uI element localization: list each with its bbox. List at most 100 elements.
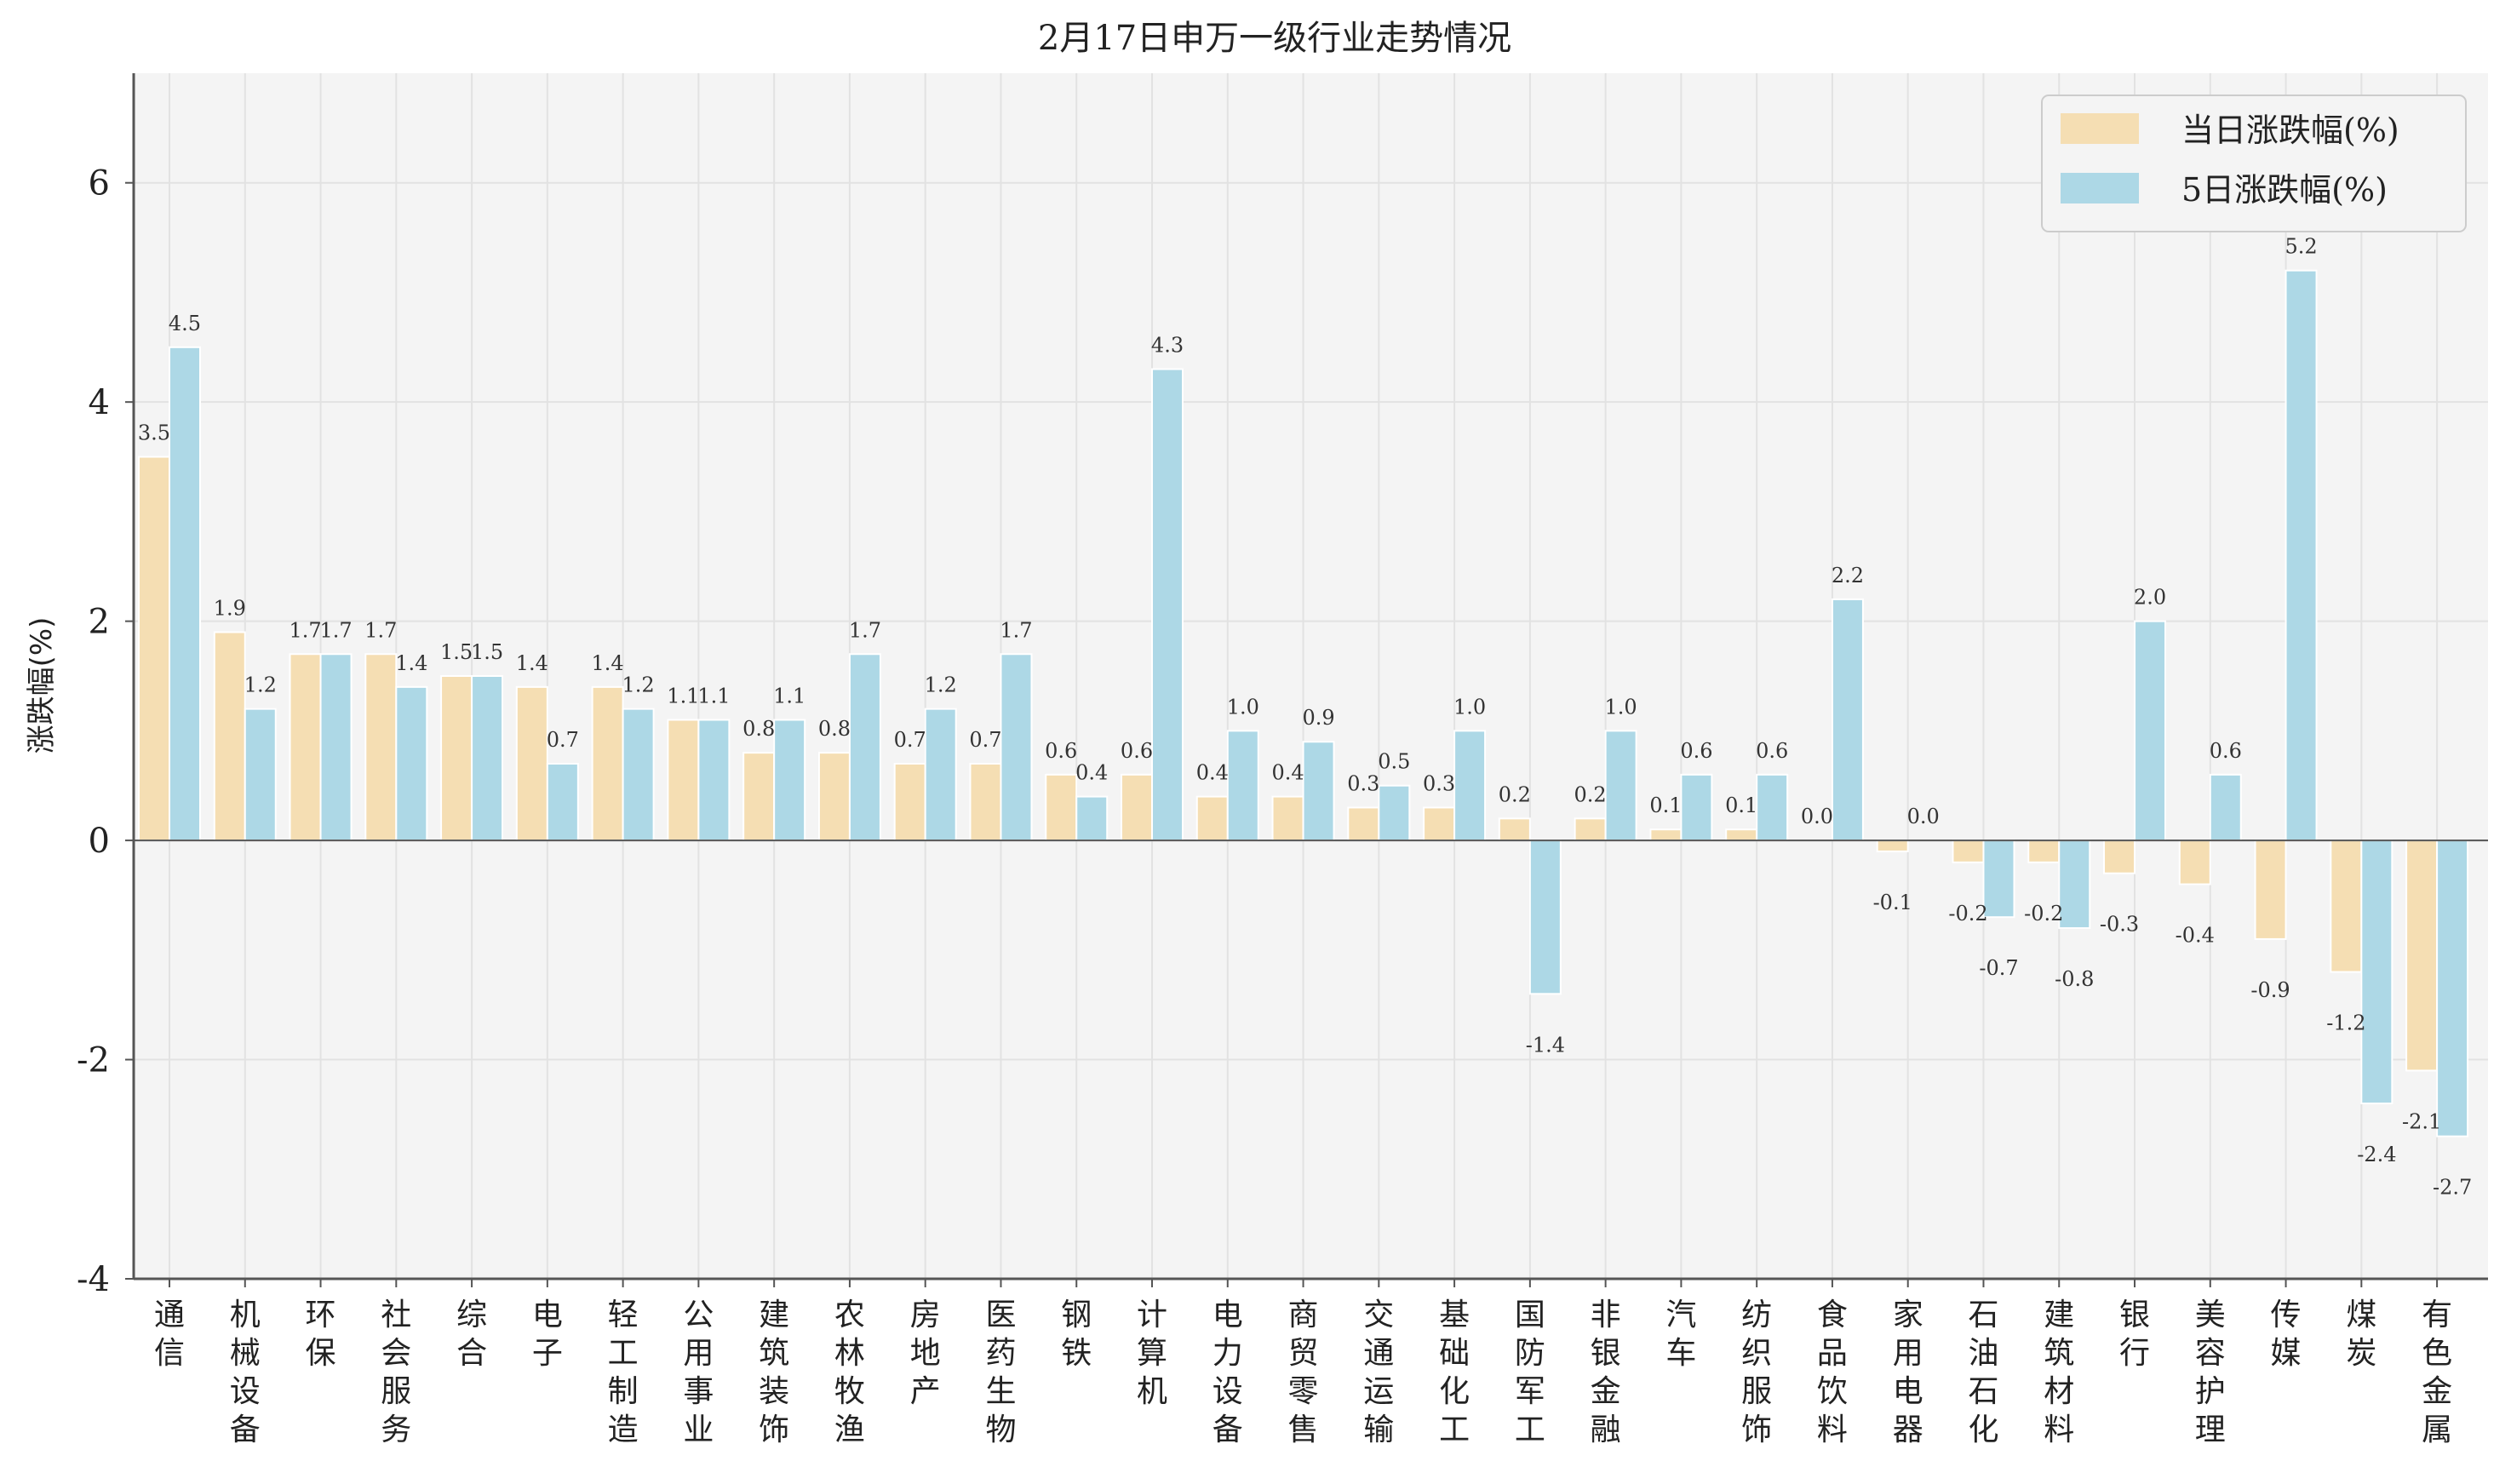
x-tick-label: 食品饮料 <box>1817 1298 1848 1447</box>
legend-label-daily: 当日涨跌幅(%) <box>2181 112 2399 149</box>
data-label: 1.7 <box>364 618 397 642</box>
bars <box>138 269 2469 1137</box>
legend-swatch-5day <box>2061 173 2139 203</box>
bar <box>1725 828 1758 842</box>
data-label: 0.7 <box>547 728 579 752</box>
data-label: 0.6 <box>1121 739 1153 763</box>
data-label: 0.4 <box>1196 761 1229 785</box>
x-tick-label: 电力设备 <box>1213 1298 1243 1447</box>
bar <box>2027 839 2061 863</box>
data-label: -0.4 <box>2176 924 2215 948</box>
data-label: 1.4 <box>516 651 548 675</box>
bar <box>1756 773 1789 842</box>
data-label: 0.0 <box>1907 805 1940 828</box>
x-tick-label: 农林牧渔 <box>834 1298 865 1447</box>
bar <box>1680 773 1713 842</box>
bar <box>1528 839 1562 995</box>
bar <box>2405 839 2439 1072</box>
y-tick-label: -4 <box>77 1260 110 1299</box>
data-label: 0.5 <box>1378 750 1410 774</box>
bar <box>471 675 504 842</box>
bar <box>1226 730 1259 842</box>
bar <box>1453 730 1487 842</box>
bar <box>1378 784 1411 842</box>
data-label: 0.4 <box>1271 761 1304 785</box>
y-tick-label: -2 <box>77 1041 110 1080</box>
data-label: 0.8 <box>818 717 851 741</box>
bar <box>440 675 473 842</box>
bar <box>2254 839 2287 940</box>
bar <box>848 653 881 842</box>
bar <box>591 685 624 842</box>
data-label: 0.6 <box>2210 739 2242 763</box>
bar <box>1574 817 1607 842</box>
data-label: 0.6 <box>1680 739 1712 763</box>
bar <box>2360 839 2393 1105</box>
data-label: -0.2 <box>2024 902 2063 925</box>
bar <box>2103 839 2136 874</box>
data-label: 2.2 <box>1832 564 1864 587</box>
bar <box>364 653 398 842</box>
bar <box>622 708 655 842</box>
x-tick-label: 家用电器 <box>1893 1298 1923 1447</box>
x-tick-label: 医药生物 <box>985 1298 1016 1447</box>
x-tick-label: 建筑装饰 <box>759 1298 789 1447</box>
bar <box>319 653 353 842</box>
data-label: 4.5 <box>169 312 201 335</box>
data-label: 1.2 <box>925 673 957 697</box>
bar <box>1121 773 1154 842</box>
data-label: 0.3 <box>1423 771 1455 795</box>
bar <box>2178 839 2211 885</box>
data-label: -2.4 <box>2357 1143 2396 1166</box>
data-label: 1.7 <box>849 618 881 642</box>
x-tick-label: 综合 <box>456 1298 487 1371</box>
bar <box>2058 839 2091 930</box>
data-label: 1.5 <box>440 640 473 664</box>
y-tick-label: 0 <box>89 822 110 861</box>
legend-swatch-daily <box>2061 113 2139 144</box>
data-label: -0.3 <box>2100 913 2139 937</box>
data-label: 0.6 <box>1045 739 1077 763</box>
bar <box>773 719 806 842</box>
legend: 当日涨跌幅(%) 5日涨跌幅(%) <box>2041 95 2467 232</box>
bar <box>1498 817 1531 842</box>
bar <box>1876 839 1909 852</box>
data-label: 0.7 <box>969 728 1001 752</box>
data-label: 1.0 <box>1453 695 1486 719</box>
x-tick-label: 国防军工 <box>1515 1298 1545 1447</box>
bar <box>1075 795 1109 842</box>
data-label: -0.9 <box>2250 978 2290 1002</box>
data-label: 0.8 <box>742 717 775 741</box>
data-label: 0.2 <box>1574 782 1607 806</box>
x-tick-label: 社会服务 <box>381 1298 411 1447</box>
data-label: -0.2 <box>1948 902 1987 925</box>
bar <box>2209 773 2242 842</box>
data-label: 3.5 <box>138 421 170 445</box>
bar <box>2436 839 2469 1137</box>
x-tick-label: 电子 <box>532 1298 563 1371</box>
x-tick-label: 煤炭 <box>2346 1298 2376 1371</box>
x-tick-label: 传媒 <box>2271 1298 2302 1371</box>
bar <box>515 685 548 842</box>
bar <box>244 708 277 842</box>
data-label: 1.5 <box>471 640 503 664</box>
bar <box>667 719 700 842</box>
x-tick-label: 纺织服饰 <box>1741 1298 1772 1447</box>
data-label: 1.7 <box>1000 618 1032 642</box>
x-tick-label: 有色金属 <box>2422 1298 2452 1447</box>
x-tick-label: 轻工制造 <box>608 1298 639 1447</box>
x-tick-label: 交通运输 <box>1363 1298 1394 1447</box>
bar <box>1045 773 1078 842</box>
bar <box>924 708 957 842</box>
y-tick-label: 4 <box>89 383 110 422</box>
bar <box>169 346 201 842</box>
data-label: -0.1 <box>1873 891 1912 914</box>
x-tick-label: 计算机 <box>1137 1298 1167 1409</box>
bar <box>1423 806 1456 842</box>
x-tick-label: 公用事业 <box>683 1298 714 1447</box>
data-label: 1.0 <box>1605 695 1637 719</box>
bar <box>395 685 428 842</box>
data-label: 0.1 <box>1649 794 1682 817</box>
y-tick-label: 6 <box>89 164 110 203</box>
